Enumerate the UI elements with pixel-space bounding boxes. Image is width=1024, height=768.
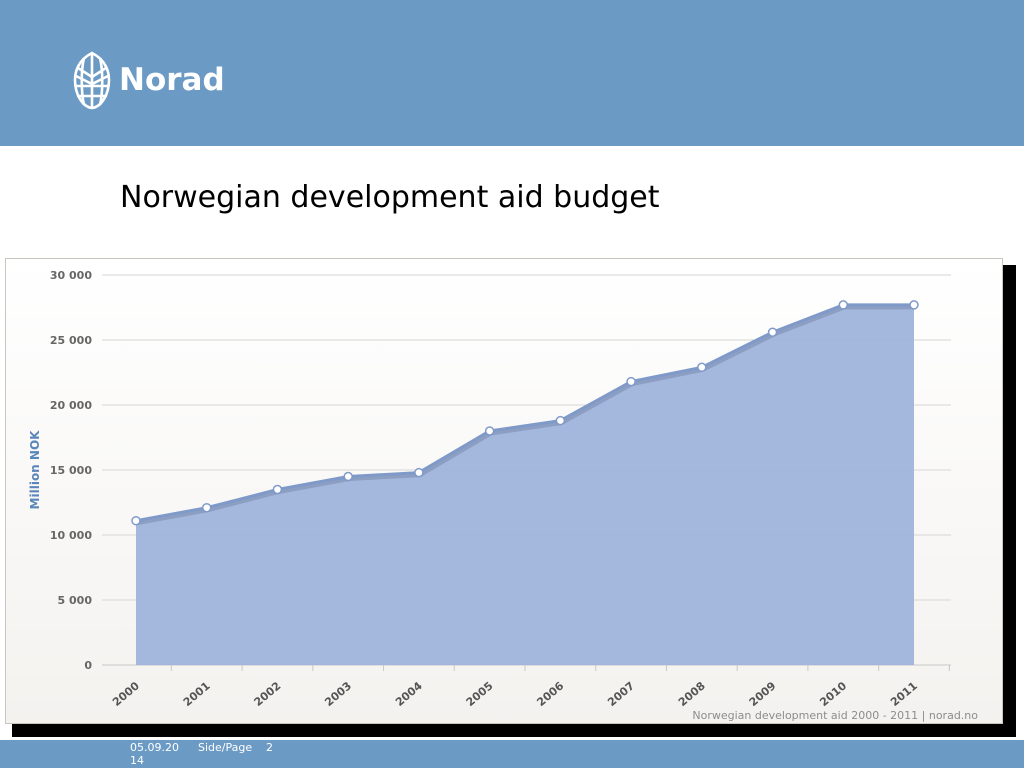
footer-date-line2: 14: [130, 754, 144, 767]
y-tick-label: 25 000: [50, 334, 92, 347]
footer-page-label: Side/Page: [198, 741, 253, 754]
data-point: [272, 484, 283, 495]
series-line-shadow: [136, 304, 915, 526]
x-tick-label: 2004: [393, 679, 425, 709]
footer-page-number: 2: [266, 741, 273, 754]
data-point: [414, 467, 424, 478]
x-tick-label: 2005: [464, 679, 496, 709]
data-point: [626, 376, 636, 387]
data-point: [767, 327, 778, 337]
data-point: [343, 471, 353, 482]
x-tick-label: 2011: [888, 679, 920, 709]
x-tick-label: 2008: [676, 679, 708, 709]
x-tick-label: 2006: [534, 679, 566, 709]
series-line: [135, 303, 914, 523]
y-tick-label: 5 000: [58, 594, 93, 607]
x-tick-label: 2007: [605, 679, 637, 709]
chart-credit: Norwegian development aid 2000 - 2011 | …: [692, 709, 978, 722]
series-area: [136, 304, 914, 665]
y-tick-label: 30 000: [50, 269, 92, 282]
x-tick-label: 2002: [252, 679, 284, 709]
logo-wordmark: Norad: [119, 62, 225, 98]
data-point: [484, 426, 495, 436]
area-chart: 0 5 000 10 000 15 000 20 000 25 000 30 000 Mill…: [28, 269, 978, 722]
globe-leaf-icon: [73, 51, 111, 110]
footer-date-line1: 05.09.20: [130, 741, 179, 754]
y-tick-label: 20 000: [50, 399, 92, 412]
y-tick-label: 15 000: [50, 464, 92, 477]
footer-bar: 05.09.20 14 Side/Page 2: [0, 740, 1024, 768]
data-point: [555, 415, 566, 426]
y-tick-label: 10 000: [50, 529, 92, 542]
data-point: [838, 300, 849, 310]
slide-title: Norwegian development aid budget: [120, 180, 660, 215]
x-tick-label: 2003: [322, 679, 354, 709]
x-tick-label: 2009: [747, 679, 779, 709]
x-tick-label: 2000: [110, 679, 142, 709]
data-point: [697, 362, 707, 373]
chart-panel: 0 5 000 10 000 15 000 20 000 25 000 30 000 Mill…: [5, 258, 1003, 724]
data-point: [201, 502, 212, 513]
y-tick-label: 0: [84, 659, 92, 672]
x-tick-label: 2001: [181, 679, 213, 709]
x-tick-label: 2010: [817, 679, 849, 709]
data-point: [909, 300, 919, 310]
header-bar: Norad: [0, 0, 1024, 146]
y-axis-title: Million NOK: [28, 430, 42, 510]
data-point: [131, 515, 141, 526]
